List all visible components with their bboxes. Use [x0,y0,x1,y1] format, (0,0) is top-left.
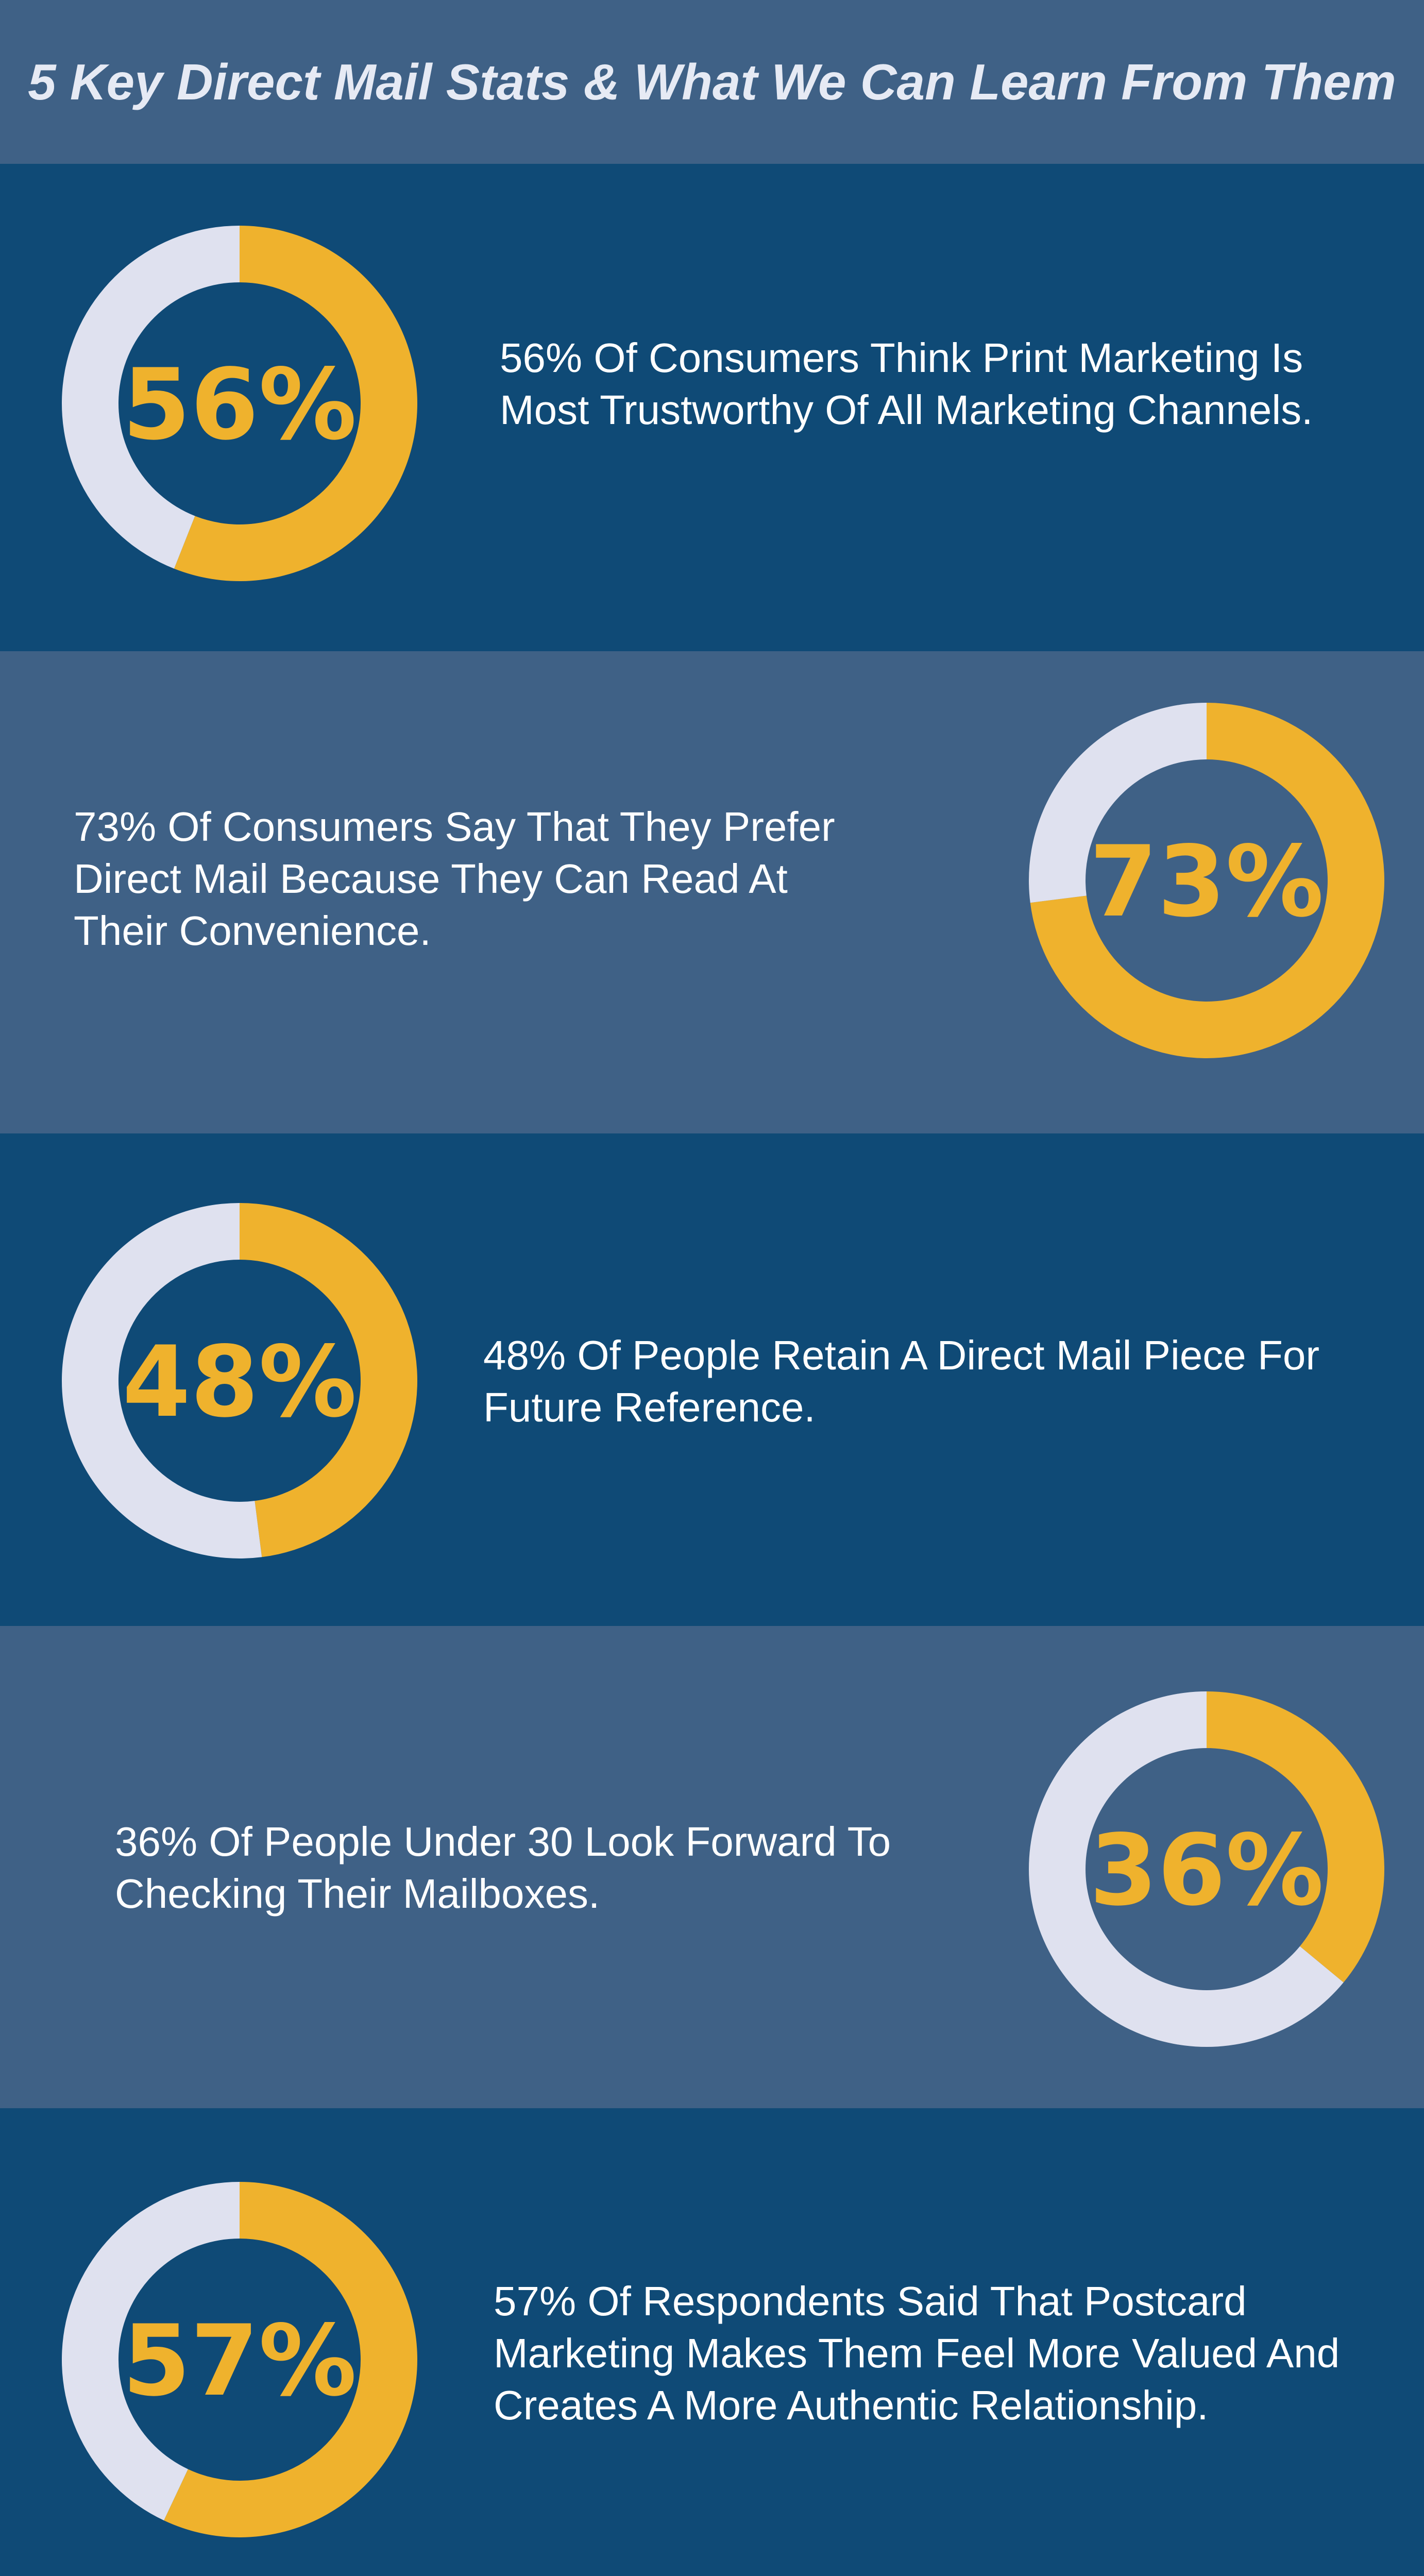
stat-description-5: 57% Of Respondents Said That Postcard Ma… [494,2278,1340,2428]
donut-chart-2: 73% [1026,700,1387,1061]
donut-slice-value [1030,703,1384,1058]
donut-svg: 57% [61,2182,417,2537]
donut-slice-remainder [61,226,240,569]
donut-svg: 73% [1029,703,1384,1058]
donut-slice-value [240,1203,418,1557]
donut-percent-label: 73% [1090,825,1324,939]
donut-slice-value [164,2182,417,2537]
donut-svg: 48% [62,1203,418,1558]
donut-slice-value [174,226,417,581]
donut-chart-4: 36% [1026,1689,1387,2049]
stat-section-3: 48% 48% Of People Retain A Direct Mail P… [0,1133,1424,1626]
stat-description-4: 36% Of People Under 30 Look Forward To C… [115,1819,891,1917]
donut-svg: 56% [61,226,417,581]
stat-section-5: 57% 57% Of Respondents Said That Postcar… [0,2108,1424,2576]
page-title: 5 Key Direct Mail Stats & What We Can Le… [28,53,1396,110]
donut-chart-3: 48% [59,1200,420,1561]
donut-percent-label: 36% [1090,1814,1324,1927]
header-banner: 5 Key Direct Mail Stats & What We Can Le… [0,0,1424,164]
stat-description-1: 56% Of Consumers Think Print Marketing I… [500,335,1313,433]
donut-slice-remainder [61,2182,240,2521]
stat-description-2: 73% Of Consumers Say That They Prefer Di… [74,804,835,954]
stat-section-4: 36% Of People Under 30 Look Forward To C… [0,1626,1424,2108]
donut-chart-5: 57% [59,2179,420,2540]
stat-description-3: 48% Of People Retain A Direct Mail Piece… [483,1332,1319,1430]
donut-percent-label: 56% [123,348,357,462]
donut-percent-label: 57% [123,2304,357,2418]
donut-chart-1: 56% [59,223,420,584]
donut-slice-remainder [1029,703,1207,903]
donut-percent-label: 48% [123,1325,357,1439]
donut-slice-value [1207,1691,1384,1982]
donut-svg: 36% [1029,1691,1384,2047]
donut-slice-remainder [62,1203,262,1558]
donut-slice-remainder [1029,1691,1344,2047]
stat-section-2: 73% Of Consumers Say That They Prefer Di… [0,651,1424,1133]
stat-section-1: 56% 56% Of Consumers Think Print Marketi… [0,164,1424,651]
